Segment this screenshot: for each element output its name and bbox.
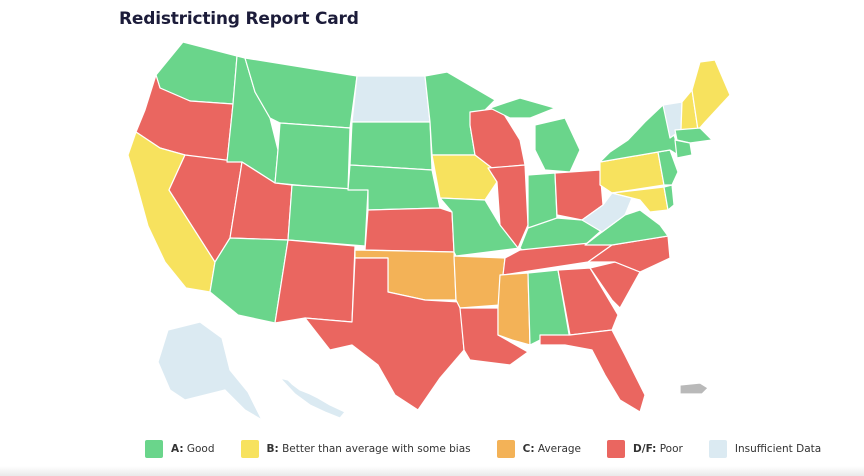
state-missouri[interactable] [439, 197, 521, 257]
state-south-dakota[interactable] [349, 121, 433, 171]
state-michigan-up[interactable] [489, 97, 556, 119]
state-hawaii[interactable] [279, 377, 346, 419]
legend-item-better: B: Better than average with some bias [240, 440, 471, 458]
swatch-better [240, 440, 259, 458]
legend-item-insufficient: Insufficient Data [708, 440, 822, 458]
swatch-poor [607, 440, 626, 458]
state-new-mexico[interactable] [274, 239, 356, 324]
page-title: Redistricting Report Card [119, 9, 359, 29]
legend-key-poor: D/F: [633, 443, 657, 455]
legend-key-average: C: [522, 443, 535, 455]
legend-item-average: C: Average [496, 440, 582, 458]
state-california[interactable] [127, 131, 216, 293]
legend-key-better: B: [266, 443, 279, 455]
territory-puerto-rico[interactable] [679, 382, 709, 395]
bottom-shadow [0, 466, 864, 476]
state-kansas[interactable] [364, 207, 455, 253]
state-arkansas[interactable] [453, 255, 506, 309]
legend: A: Good B: Better than average with some… [145, 440, 821, 458]
state-wyoming[interactable] [274, 122, 351, 191]
legend-label-average: Average [537, 443, 582, 455]
state-south-carolina[interactable] [589, 261, 641, 309]
state-georgia[interactable] [557, 267, 619, 336]
state-delaware[interactable] [663, 184, 675, 211]
state-mississippi[interactable] [497, 272, 531, 346]
state-arizona[interactable] [209, 237, 289, 324]
state-alaska[interactable] [157, 321, 263, 421]
legend-label-good: Good [186, 443, 215, 455]
state-florida[interactable] [539, 329, 646, 413]
state-michigan[interactable] [534, 117, 581, 173]
state-texas[interactable] [304, 257, 465, 411]
state-connecticut[interactable] [674, 139, 693, 159]
state-maine[interactable] [691, 59, 731, 131]
legend-key-good: A: [171, 443, 184, 455]
legend-item-good: A: Good [145, 440, 215, 458]
legend-label-better: Better than average with some bias [282, 443, 471, 455]
state-massachusetts[interactable] [674, 127, 713, 144]
legend-label-insufficient: Insufficient Data [734, 443, 822, 455]
legend-item-poor: D/F: Poor [607, 440, 683, 458]
swatch-good [145, 440, 163, 458]
state-colorado[interactable] [287, 184, 369, 247]
swatch-average [496, 440, 515, 458]
state-illinois[interactable] [487, 164, 529, 249]
swatch-insufficient [708, 440, 727, 458]
state-north-dakota[interactable] [351, 75, 431, 123]
legend-label-poor: Poor [659, 443, 683, 455]
